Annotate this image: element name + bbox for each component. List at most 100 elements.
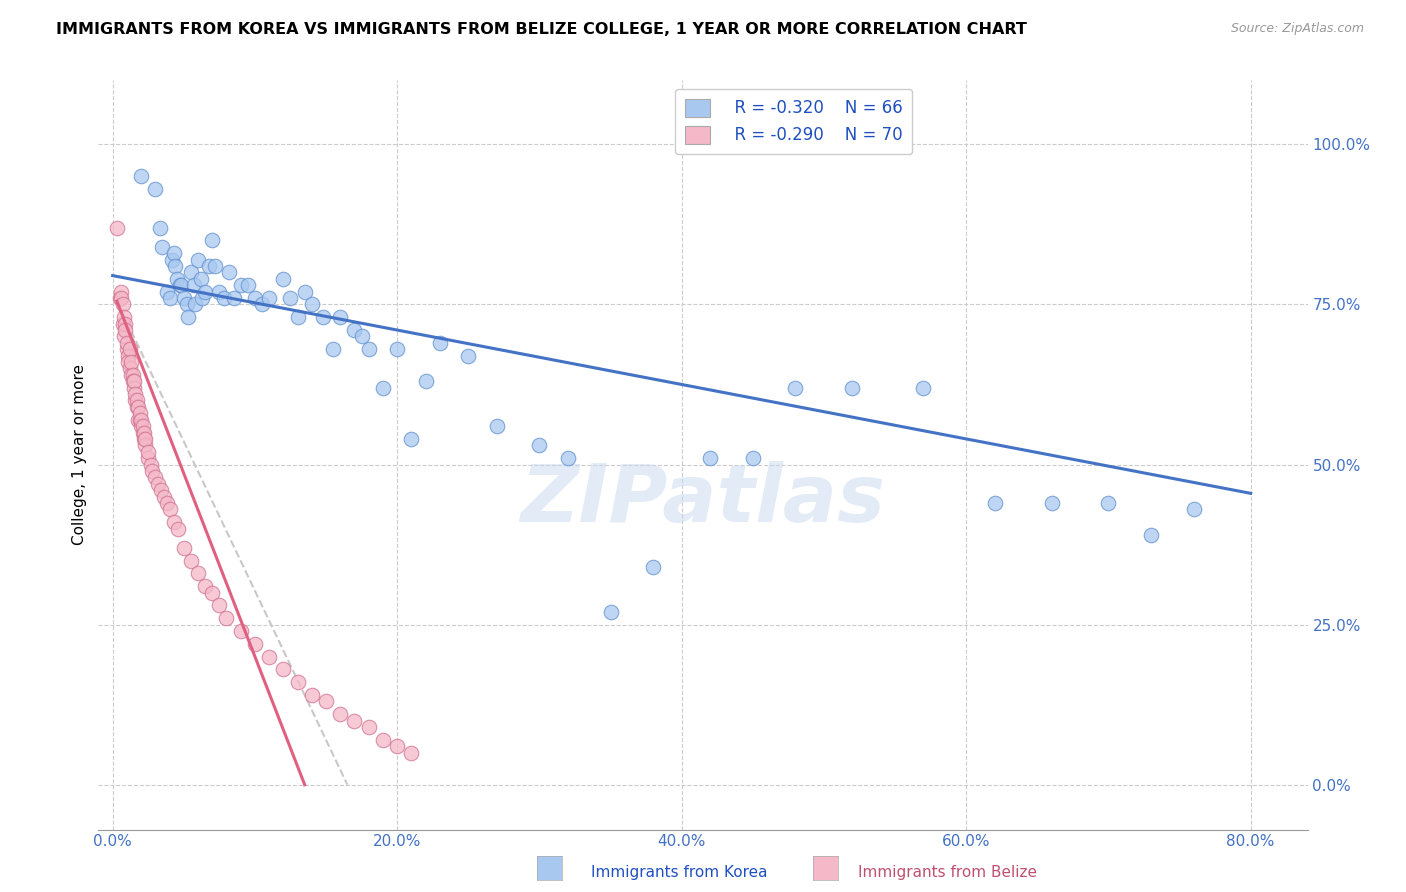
Point [301,297,323,311]
Point [128,406,150,420]
Point [343,323,366,337]
Point [125,400,148,414]
Point [257,649,280,664]
Point [529,438,551,452]
Point [357,720,380,734]
Point [557,451,579,466]
Point [322,343,344,357]
Point [257,291,280,305]
Point [983,496,1005,510]
Point [643,560,665,574]
Point [187,252,209,267]
Point [124,393,146,408]
Point [120,355,142,369]
Point [149,220,172,235]
Point [385,739,408,754]
Point [122,374,145,388]
Point [841,381,863,395]
Point [118,361,141,376]
Point [131,425,153,440]
Point [599,605,621,619]
Point [156,496,179,510]
Point [111,297,134,311]
Point [120,368,142,382]
Point [350,329,373,343]
Point [183,278,205,293]
Point [176,297,198,311]
Point [105,220,128,235]
Point [243,637,266,651]
Point [163,515,186,529]
Point [415,374,437,388]
Point [198,259,221,273]
Legend:   R = -0.320    N = 66,   R = -0.290    N = 70: R = -0.320 N = 66, R = -0.290 N = 70 [675,88,912,154]
Point [194,579,217,593]
Point [129,413,152,427]
Point [114,317,136,331]
Point [385,343,408,357]
Point [169,278,191,293]
Text: Immigrants from Belize: Immigrants from Belize [858,865,1036,880]
Point [194,285,217,299]
Point [117,355,139,369]
Point [212,291,235,305]
Point [166,272,188,286]
Point [143,470,166,484]
Point [699,451,721,466]
Point [243,291,266,305]
Point [184,297,207,311]
Point [294,285,316,299]
Point [150,483,173,497]
Point [121,374,143,388]
Point [163,246,186,260]
Point [785,381,807,395]
Point [371,732,394,747]
Point [371,381,394,395]
Point [1140,528,1163,542]
Point [112,310,135,325]
Point [136,451,159,466]
Point [177,310,200,325]
Point [429,335,451,350]
Point [201,585,224,599]
Point [180,553,202,567]
Point [136,444,159,458]
Point [229,624,252,638]
Point [114,323,136,337]
Point [115,335,138,350]
Point [222,291,245,305]
Point [191,291,214,305]
Point [201,233,224,247]
Point [273,663,295,677]
Point [134,438,156,452]
Point [165,259,187,273]
Point [236,278,259,293]
Point [159,502,181,516]
Point [273,272,295,286]
Point [146,476,169,491]
Point [139,458,162,472]
Point [132,425,155,440]
Point [187,566,209,581]
Text: ZIPatlas: ZIPatlas [520,461,886,539]
Point [110,291,132,305]
Point [312,310,335,325]
Point [208,599,231,613]
Point [111,317,134,331]
Point [129,169,152,184]
Point [156,285,179,299]
Point [180,265,202,279]
Point [301,688,323,702]
Point [117,349,139,363]
Point [1040,496,1063,510]
Point [141,464,163,478]
Point [162,252,184,267]
Point [190,272,212,286]
Point [457,349,479,363]
Point [329,310,352,325]
Point [127,413,149,427]
Point [132,432,155,446]
Point [280,291,302,305]
Point [121,368,143,382]
Point [204,259,226,273]
